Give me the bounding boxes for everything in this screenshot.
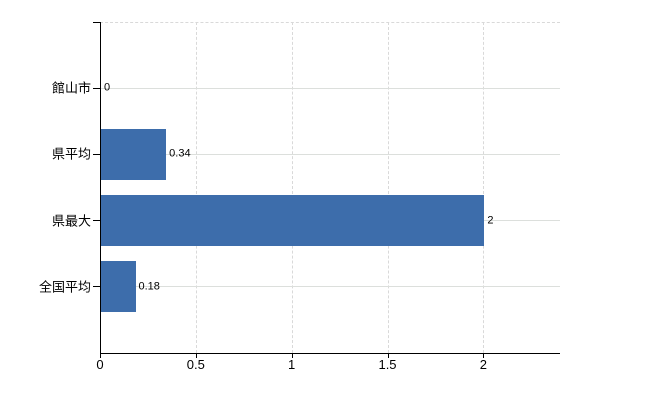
bar-value-label: 0.18 (138, 280, 160, 293)
x-tick-label: 0 (96, 357, 104, 372)
v-gridline (387, 22, 389, 353)
y-axis-tick (93, 153, 100, 155)
bar-value-label: 0 (104, 81, 111, 94)
bar-value-label: 2 (487, 214, 494, 227)
v-gridline (291, 22, 293, 353)
x-axis-tick (195, 354, 197, 358)
bar (101, 195, 485, 247)
bar-value-label: 0.34 (169, 147, 191, 160)
y-axis-tick (93, 286, 100, 288)
category-label: 館山市 (51, 80, 91, 96)
v-gridline (195, 22, 197, 353)
bar (101, 261, 136, 313)
x-axis-tick (100, 354, 101, 358)
x-tick-label: 1.5 (378, 357, 397, 372)
h-gridline (100, 286, 560, 288)
x-axis-tick (387, 354, 389, 358)
category-label: 県最大 (51, 213, 91, 229)
x-axis-tick (483, 354, 485, 358)
v-gridline (483, 22, 485, 353)
plot-top-border (100, 22, 560, 23)
x-axis-tick (291, 354, 293, 358)
y-axis-tick (93, 220, 100, 222)
y-axis-tick (93, 87, 100, 89)
h-gridline (100, 87, 560, 89)
x-tick-label: 2 (479, 357, 487, 372)
x-axis-line (100, 353, 560, 354)
y-axis-line (100, 22, 101, 354)
category-label: 全国平均 (38, 279, 91, 295)
category-label: 県平均 (51, 146, 91, 162)
h-gridline (100, 153, 560, 155)
bar (101, 128, 167, 180)
x-tick-label: 0.5 (186, 357, 205, 372)
x-tick-label: 1 (288, 357, 296, 372)
y-axis-top-tick (93, 22, 100, 23)
